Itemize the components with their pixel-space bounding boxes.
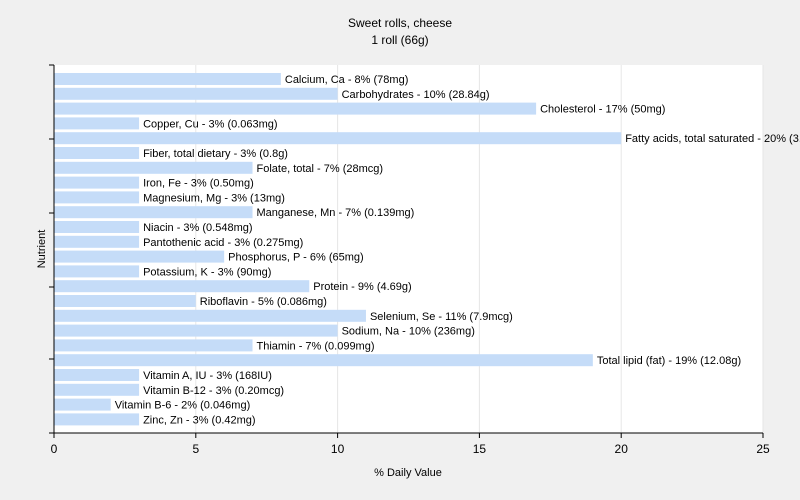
bar-label: Vitamin B-12 - 3% (0.20mcg) [143, 385, 284, 397]
bar [54, 250, 225, 263]
bar-label: Vitamin A, IU - 3% (168IU) [143, 370, 272, 382]
bar-label: Sodium, Na - 10% (236mg) [342, 326, 475, 338]
bar [54, 176, 140, 189]
bar [54, 73, 281, 85]
x-tick-label: 20 [615, 442, 629, 456]
x-tick-label: 15 [473, 442, 487, 456]
x-tick-label: 0 [51, 442, 58, 456]
bar [54, 117, 140, 130]
bar [54, 309, 366, 322]
chart-title: Sweet rolls, cheese [348, 16, 452, 30]
bar-label: Carbohydrates - 10% (28.84g) [342, 89, 490, 101]
bar-label: Fiber, total dietary - 3% (0.8g) [143, 148, 288, 160]
bar-label: Zinc, Zn - 3% (0.42mg) [143, 414, 255, 426]
bar-label: Calcium, Ca - 8% (78mg) [285, 74, 408, 86]
bar [54, 206, 253, 219]
bar-label: Protein - 9% (4.69g) [313, 281, 411, 293]
bar-label: Magnesium, Mg - 3% (13mg) [143, 192, 285, 204]
bar [54, 339, 253, 352]
bar-label: Manganese, Mn - 7% (0.139mg) [257, 207, 415, 219]
bar-label: Copper, Cu - 3% (0.063mg) [143, 118, 278, 130]
bar [54, 161, 253, 174]
bar [54, 295, 196, 307]
x-axis-label: % Daily Value [374, 467, 442, 479]
bar [54, 221, 140, 233]
bar [54, 147, 140, 159]
bar-label: Total lipid (fat) - 19% (12.08g) [597, 355, 741, 367]
axes: 0 5 10 15 20 25 [49, 64, 770, 456]
bar [54, 265, 140, 278]
plot-area [54, 65, 763, 433]
bar-label: Iron, Fe - 3% (0.50mg) [143, 178, 254, 190]
bar-label: Riboflavin - 5% (0.086mg) [200, 296, 327, 308]
bar-label: Niacin - 3% (0.548mg) [143, 222, 252, 234]
bar [54, 324, 338, 337]
bar [54, 235, 140, 248]
bar-label: Cholesterol - 17% (50mg) [540, 104, 665, 116]
bar-label: Fatty acids, total saturated - 20% (3.99… [625, 133, 800, 145]
bar [54, 398, 111, 411]
bar-label: Vitamin B-6 - 2% (0.046mg) [115, 400, 251, 412]
y-axis-label: Nutrient [36, 230, 48, 269]
bar [54, 102, 537, 115]
bar-label: Selenium, Se - 11% (7.9mcg) [370, 311, 513, 323]
bar [54, 132, 622, 145]
chart-subtitle: 1 roll (66g) [371, 33, 428, 47]
bar [54, 383, 140, 396]
bar-label: Folate, total - 7% (28mcg) [257, 163, 384, 175]
bar [54, 280, 310, 293]
x-tick-label: 10 [331, 442, 345, 456]
bar [54, 369, 140, 381]
bar-label: Pantothenic acid - 3% (0.275mg) [143, 237, 303, 249]
bar [54, 354, 593, 367]
bar [54, 413, 140, 426]
bar-label: Thiamin - 7% (0.099mg) [257, 340, 375, 352]
bar [54, 87, 338, 100]
bar-label: Phosphorus, P - 6% (65mg) [228, 252, 364, 264]
x-tick-label: 25 [756, 442, 770, 456]
bar-label: Potassium, K - 3% (90mg) [143, 266, 271, 278]
bar [54, 191, 140, 204]
x-tick-label: 5 [192, 442, 199, 456]
bars-group: Calcium, Ca - 8% (78mg) Carbohydrates - 1… [54, 73, 800, 426]
grid-lines [195, 65, 764, 433]
